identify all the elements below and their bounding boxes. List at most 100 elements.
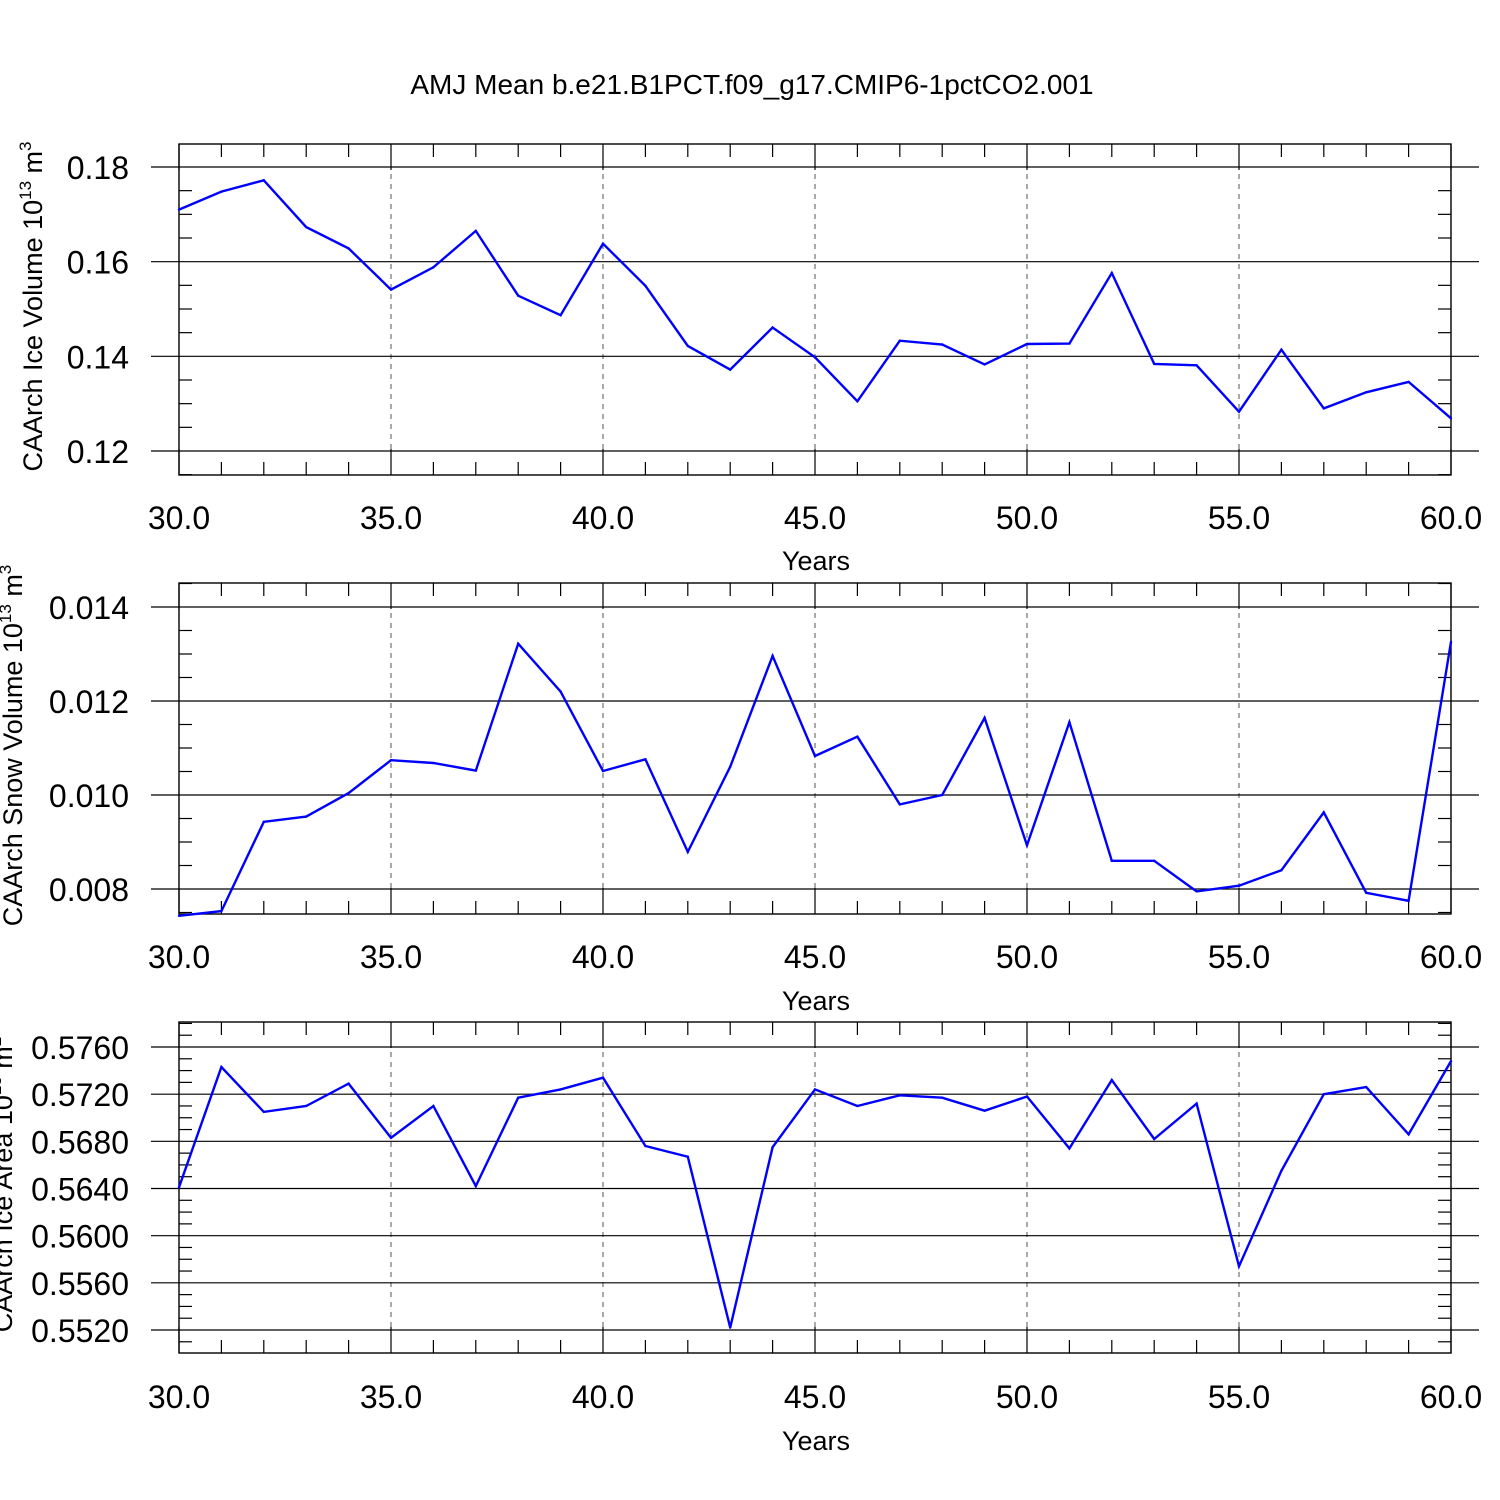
data-point bbox=[1237, 884, 1241, 887]
data-point bbox=[771, 326, 774, 329]
y-axis-label-sup2: 3 bbox=[0, 565, 15, 574]
data-point bbox=[517, 642, 520, 645]
chart-title: AMJ Mean b.e21.B1PCT.f09_g17.CMIP6-1pctC… bbox=[410, 69, 1093, 100]
data-point bbox=[1237, 410, 1241, 413]
x-tick-label: 30.0 bbox=[148, 500, 210, 536]
x-tick-label: 40.0 bbox=[572, 1379, 634, 1415]
y-tick-label: 0.5680 bbox=[31, 1124, 129, 1160]
data-point bbox=[305, 815, 308, 818]
y-axis-label-unit: m bbox=[0, 1046, 18, 1076]
data-point bbox=[729, 368, 732, 371]
data-point bbox=[1322, 407, 1326, 410]
x-tick-label: 35.0 bbox=[360, 939, 422, 975]
data-point bbox=[1280, 869, 1283, 872]
data-point bbox=[1195, 1102, 1198, 1105]
data-point bbox=[1110, 271, 1114, 275]
data-point bbox=[262, 179, 265, 182]
data-point bbox=[305, 1104, 308, 1108]
y-axis-label-sup1: 13 bbox=[16, 181, 35, 200]
data-point bbox=[220, 1065, 223, 1069]
y-tick-label: 0.18 bbox=[67, 150, 129, 186]
x-tick-label: 30.0 bbox=[148, 1379, 210, 1415]
data-point bbox=[1110, 1078, 1114, 1082]
y-tick-label: 0.010 bbox=[49, 778, 129, 814]
data-point bbox=[262, 820, 265, 823]
y-axis-label: CAArch Ice Area 1013 m2 bbox=[0, 1037, 18, 1333]
data-point bbox=[347, 791, 350, 795]
data-point bbox=[941, 343, 944, 346]
data-point bbox=[474, 1184, 477, 1188]
data-point bbox=[1110, 859, 1114, 862]
data-point bbox=[517, 1096, 520, 1099]
data-point bbox=[856, 735, 859, 738]
data-point bbox=[1153, 1137, 1156, 1141]
x-tick-label: 45.0 bbox=[784, 939, 846, 975]
data-point bbox=[432, 1104, 435, 1108]
data-point bbox=[898, 339, 901, 342]
data-point bbox=[1407, 899, 1410, 902]
data-point bbox=[1365, 1085, 1368, 1089]
data-point bbox=[771, 1146, 774, 1149]
data-point bbox=[729, 765, 732, 768]
data-point bbox=[813, 754, 817, 758]
data-point bbox=[177, 914, 181, 917]
y-axis-label: CAArch Snow Volume 1013 m3 bbox=[0, 565, 28, 927]
x-tick-label: 50.0 bbox=[996, 939, 1058, 975]
panel-1: 30.0 35.0 40.0 45.0 50.0 55.0 60.0 0.12 0.14 0.16… bbox=[16, 141, 1482, 576]
data-point bbox=[644, 1144, 647, 1148]
data-point bbox=[601, 769, 605, 773]
data-point bbox=[1195, 890, 1198, 893]
data-point bbox=[559, 690, 562, 693]
data-point bbox=[1068, 342, 1071, 345]
y-axis-label-main: CAArch Snow Volume 10 bbox=[0, 623, 28, 926]
y-axis-label: CAArch Ice Volume 1013 m3 bbox=[16, 141, 48, 471]
data-point bbox=[1195, 364, 1198, 367]
y-tick-label: 0.5720 bbox=[31, 1077, 129, 1113]
data-point bbox=[474, 229, 477, 233]
x-tick-label: 45.0 bbox=[784, 500, 846, 536]
data-point bbox=[686, 850, 689, 854]
data-point bbox=[686, 1155, 689, 1158]
data-point bbox=[856, 1104, 859, 1108]
data-point bbox=[1407, 380, 1410, 384]
x-tick-label: 60.0 bbox=[1420, 500, 1482, 536]
x-tick-label: 40.0 bbox=[572, 500, 634, 536]
x-tick-label: 35.0 bbox=[360, 500, 422, 536]
data-point bbox=[1449, 417, 1453, 420]
y-tick-label: 0.014 bbox=[49, 590, 129, 626]
x-tick-label: 55.0 bbox=[1208, 500, 1270, 536]
data-point bbox=[389, 1136, 393, 1139]
data-point bbox=[1153, 859, 1156, 862]
data-point bbox=[1025, 342, 1029, 346]
data-point bbox=[389, 759, 393, 762]
panel-2: 30.0 35.0 40.0 45.0 50.0 55.0 60.0 0.008 0.010 0.… bbox=[0, 565, 1482, 1016]
y-tick-label: 0.16 bbox=[67, 245, 129, 281]
data-point bbox=[941, 793, 944, 797]
data-point bbox=[1025, 844, 1029, 847]
data-point bbox=[813, 356, 817, 359]
data-point bbox=[347, 247, 350, 250]
data-point bbox=[1153, 362, 1156, 366]
data-point bbox=[983, 363, 986, 366]
data-point bbox=[1449, 1059, 1453, 1063]
data-point bbox=[644, 758, 647, 761]
x-tick-label: 30.0 bbox=[148, 939, 210, 975]
y-tick-label: 0.008 bbox=[49, 872, 129, 908]
y-tick-label: 0.12 bbox=[67, 434, 129, 470]
panels-group: 30.0 35.0 40.0 45.0 50.0 55.0 60.0 0.12 0.14 0.16… bbox=[0, 141, 1482, 1456]
x-tick-label: 60.0 bbox=[1420, 939, 1482, 975]
data-point bbox=[1280, 1169, 1283, 1173]
data-point bbox=[1068, 720, 1071, 724]
data-point bbox=[1322, 1092, 1326, 1096]
data-point bbox=[813, 1088, 817, 1091]
data-point bbox=[305, 225, 308, 229]
y-axis-label-sup2: 3 bbox=[16, 141, 35, 150]
data-point bbox=[1237, 1265, 1241, 1268]
data-point bbox=[898, 803, 901, 806]
data-point bbox=[262, 1110, 265, 1114]
y-tick-label: 0.012 bbox=[49, 684, 129, 720]
y-axis-label-main: CAArch Ice Area 10 bbox=[0, 1095, 18, 1332]
y-tick-label: 0.14 bbox=[67, 339, 129, 375]
y-tick-label: 0.5600 bbox=[31, 1219, 129, 1255]
